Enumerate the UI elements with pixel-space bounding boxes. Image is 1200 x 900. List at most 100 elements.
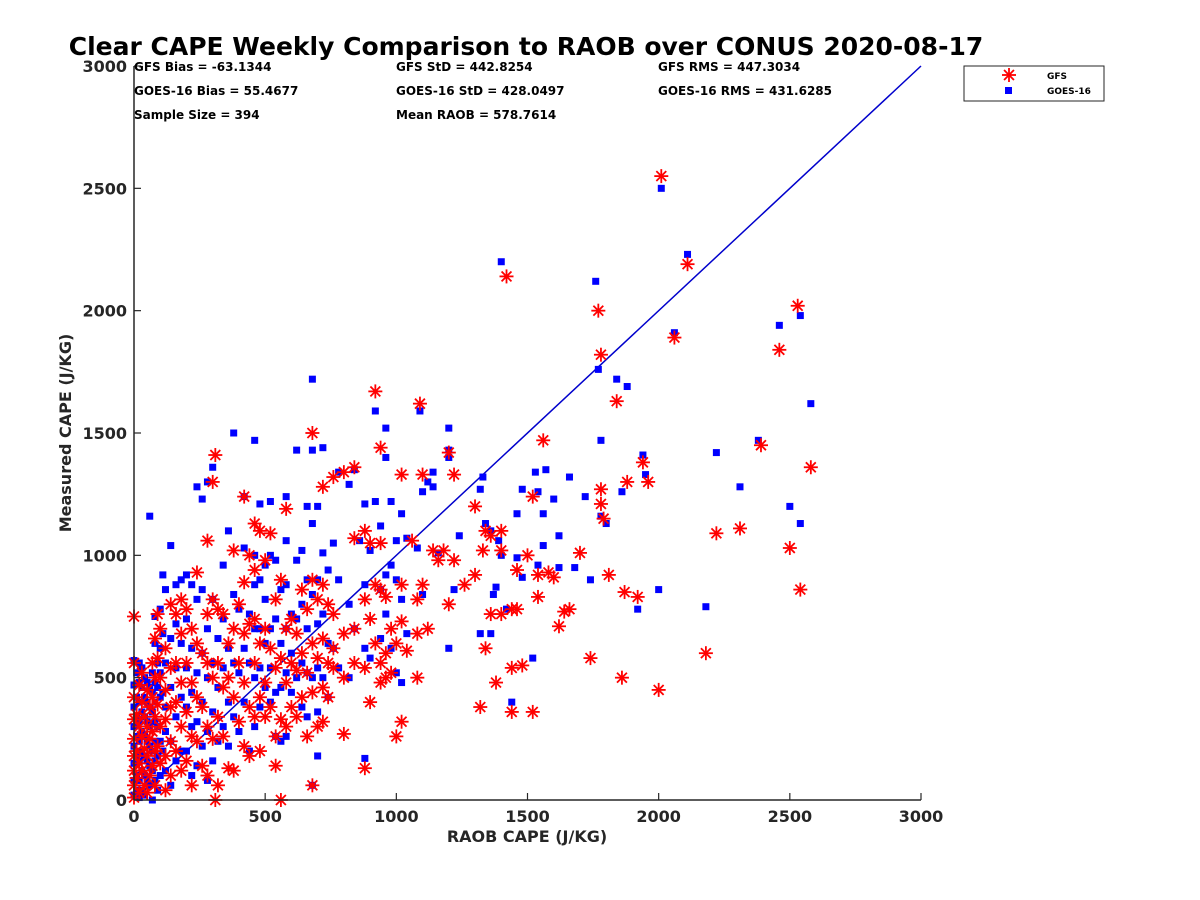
- gfs-point: [140, 748, 155, 763]
- goes16-point: [256, 576, 264, 584]
- gfs-point-stroke: [511, 564, 523, 576]
- gfs-point: [279, 501, 294, 516]
- gfs-point: [289, 709, 304, 724]
- gfs-point: [347, 655, 362, 670]
- gfs-point: [609, 394, 624, 409]
- gfs-point: [237, 739, 252, 754]
- goes16-point: [550, 495, 558, 503]
- goes16-point: [450, 586, 458, 594]
- goes16-point: [277, 737, 285, 745]
- gfs-point-stroke: [191, 691, 203, 703]
- x-tick-label: 500: [248, 807, 281, 826]
- gfs-point: [389, 729, 404, 744]
- gfs-point-stroke: [209, 449, 221, 461]
- gfs-point-stroke: [375, 442, 387, 454]
- gfs-point: [357, 660, 372, 675]
- gfs-point: [221, 670, 236, 685]
- legend-box: [963, 65, 1105, 102]
- gfs-point-stroke: [201, 657, 214, 669]
- gfs-point-stroke: [136, 730, 148, 742]
- goes16-point: [266, 551, 274, 559]
- gfs-point: [410, 670, 425, 685]
- gfs-point: [378, 646, 393, 661]
- goes16-point: [159, 747, 167, 755]
- gfs-point: [200, 607, 215, 622]
- gfs-point-stroke: [270, 760, 282, 772]
- gfs-point-stroke: [611, 395, 623, 407]
- gfs-point-stroke: [395, 615, 408, 627]
- goes16-point: [209, 757, 217, 765]
- gfs-point-stroke: [380, 647, 392, 659]
- gfs-point-stroke: [249, 657, 261, 669]
- gfs-point-stroke: [152, 740, 164, 752]
- gfs-point: [168, 695, 183, 710]
- gfs-point-stroke: [207, 476, 219, 488]
- gfs-point-stroke: [165, 769, 177, 782]
- gfs-point: [284, 700, 299, 715]
- gfs-point: [680, 257, 695, 272]
- goes16-point: [256, 500, 264, 508]
- gfs-point-stroke: [233, 716, 245, 728]
- gfs-point-stroke: [259, 623, 271, 635]
- gfs-point: [258, 621, 273, 636]
- gfs-point-stroke: [275, 713, 287, 725]
- goes16-point: [308, 674, 316, 682]
- goes16-point: [177, 639, 185, 647]
- goes16-point: [539, 542, 547, 550]
- stat-goes16-rms: GOES-16 RMS = 431.6285: [658, 84, 832, 98]
- goes16-point: [377, 522, 385, 530]
- goes16-point: [188, 772, 196, 780]
- goes16-point: [224, 698, 232, 706]
- goes16-point: [476, 630, 484, 638]
- gfs-point-stroke: [359, 525, 371, 537]
- gfs-point: [305, 572, 320, 587]
- gfs-point-stroke: [592, 305, 604, 317]
- gfs-point-stroke: [359, 662, 371, 674]
- stat-gfs-rms: GFS RMS = 447.3034: [658, 60, 800, 74]
- goes16-point: [235, 669, 243, 677]
- gfs-point-stroke: [469, 569, 481, 581]
- goes16-point: [571, 564, 579, 572]
- goes16-point: [146, 512, 154, 520]
- gfs-point-stroke: [201, 535, 214, 547]
- gfs-point-stroke: [212, 657, 224, 669]
- gfs-point-stroke: [180, 755, 193, 767]
- gfs-point: [447, 467, 462, 482]
- gfs-point: [596, 511, 611, 526]
- gfs-point-stroke: [159, 784, 172, 796]
- gfs-point-stroke: [152, 652, 164, 664]
- gfs-point: [468, 567, 483, 582]
- goes16-point: [319, 674, 327, 682]
- goes16-point: [198, 495, 206, 503]
- gfs-point: [163, 734, 178, 749]
- gfs-point-stroke: [228, 765, 240, 777]
- gfs-point: [179, 704, 194, 719]
- gfs-point: [210, 655, 225, 670]
- goes16-point: [324, 566, 332, 574]
- gfs-point: [231, 655, 246, 670]
- gfs-point: [268, 660, 283, 675]
- stat-mean-raob: Mean RAOB = 578.7614: [396, 108, 556, 122]
- goes16-point: [159, 630, 167, 638]
- gfs-point: [145, 724, 160, 739]
- gfs-point: [441, 445, 456, 460]
- goes16-point: [182, 615, 190, 623]
- gfs-point-stroke: [154, 623, 166, 635]
- gfs-point-stroke: [348, 461, 360, 473]
- gfs-point-stroke: [477, 544, 489, 557]
- gfs-point: [147, 778, 162, 793]
- gfs-point: [195, 758, 210, 773]
- gfs-point: [174, 763, 189, 778]
- goes16-point: [555, 564, 563, 572]
- goes16-point: [712, 449, 720, 457]
- gfs-point: [226, 543, 241, 558]
- gfs-point-stroke: [411, 628, 423, 640]
- gfs-point: [184, 778, 199, 793]
- gfs-point: [226, 621, 241, 636]
- gfs-point: [268, 729, 283, 744]
- gfs-point-stroke: [306, 637, 318, 649]
- gfs-point-stroke: [175, 593, 187, 605]
- gfs-point-stroke: [280, 623, 292, 635]
